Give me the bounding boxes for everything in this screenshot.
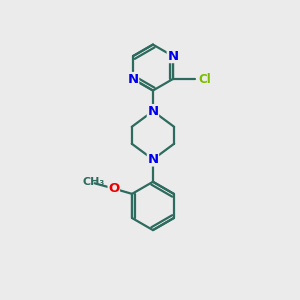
Text: N: N xyxy=(128,73,139,85)
Text: N: N xyxy=(167,50,178,63)
Text: N: N xyxy=(147,105,158,118)
Text: N: N xyxy=(147,153,158,166)
Text: CH₃: CH₃ xyxy=(82,177,104,187)
Text: O: O xyxy=(108,182,119,195)
Text: Cl: Cl xyxy=(198,73,211,85)
